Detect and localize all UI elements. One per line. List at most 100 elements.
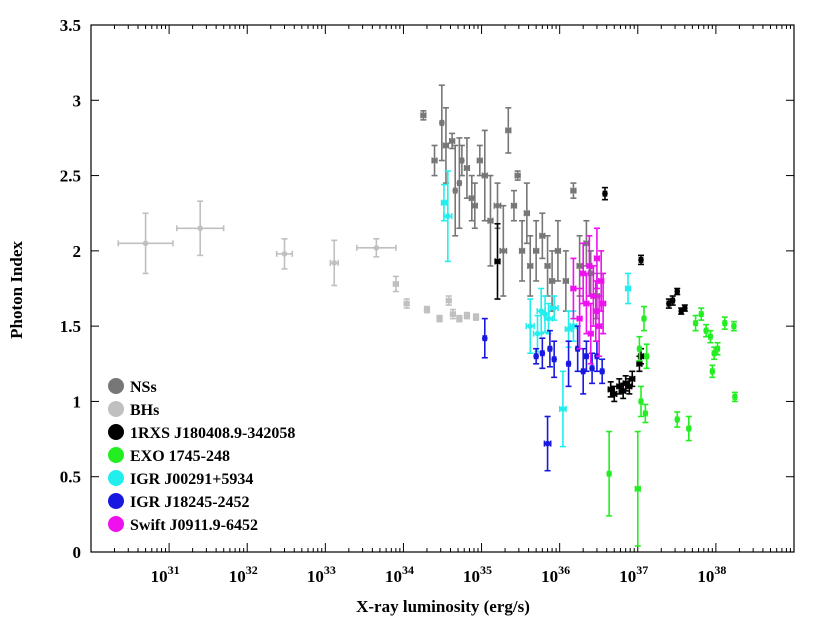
point-marker — [445, 213, 451, 220]
data-point — [681, 304, 688, 312]
data-point — [543, 415, 552, 472]
point-marker — [544, 263, 551, 269]
point-marker — [331, 260, 338, 266]
y-tick-label: 0 — [73, 543, 82, 562]
data-point — [448, 132, 456, 150]
data-point — [356, 238, 397, 258]
data-point — [438, 84, 445, 162]
point-marker — [539, 233, 546, 239]
point-marker — [592, 308, 599, 314]
point-marker — [538, 308, 544, 314]
point-marker — [487, 217, 494, 224]
point-marker — [514, 172, 521, 179]
point-marker — [373, 245, 380, 251]
data-point — [487, 174, 494, 267]
point-marker — [481, 335, 488, 341]
data-point — [570, 182, 577, 199]
point-marker — [527, 263, 534, 269]
legend-marker — [108, 424, 124, 440]
data-point — [580, 242, 587, 305]
point-marker — [580, 270, 586, 277]
data-point — [523, 182, 530, 245]
data-point — [514, 170, 521, 181]
point-marker — [714, 345, 721, 352]
point-marker — [547, 345, 553, 352]
data-point — [452, 144, 459, 237]
data-point — [481, 317, 488, 359]
point-marker — [576, 263, 583, 269]
point-marker — [731, 323, 737, 329]
point-marker — [692, 320, 699, 326]
data-point — [494, 222, 501, 300]
point-marker — [477, 157, 483, 164]
point-marker — [197, 225, 203, 232]
data-point — [714, 341, 721, 356]
point-marker — [420, 112, 427, 119]
data-point — [599, 272, 607, 335]
point-marker — [439, 120, 445, 126]
x-tick-label: 1035 — [463, 563, 492, 586]
data-point — [533, 219, 540, 282]
point-marker — [707, 333, 714, 340]
point-marker — [524, 210, 530, 217]
data-point — [616, 378, 623, 395]
y-tick-label: 3.5 — [60, 16, 81, 35]
point-marker — [590, 293, 597, 299]
y-tick-label: 1 — [73, 392, 82, 411]
data-point — [445, 295, 452, 306]
data-point — [629, 370, 636, 388]
legend-marker — [108, 378, 124, 394]
legend-label: BHs — [130, 402, 159, 419]
data-point — [436, 314, 443, 323]
point-marker — [638, 257, 644, 263]
point-marker — [674, 416, 681, 423]
series-exo-1745-248 — [606, 305, 738, 547]
legend-label: EXO 1745-248 — [130, 448, 230, 465]
y-tick-label: 0.5 — [60, 468, 81, 487]
point-marker — [580, 368, 586, 375]
point-marker — [481, 172, 488, 179]
data-point — [423, 305, 431, 314]
data-point — [583, 272, 590, 335]
point-marker — [565, 360, 572, 367]
point-marker — [456, 315, 463, 322]
point-marker — [698, 311, 705, 317]
series-1rxs-j180408-9-342058 — [494, 186, 688, 403]
point-marker — [570, 187, 577, 194]
data-point — [638, 385, 645, 418]
point-marker — [452, 187, 459, 194]
legend-label: NSs — [130, 379, 157, 396]
data-point — [420, 110, 427, 121]
legend-marker — [108, 470, 124, 486]
data-point — [698, 307, 705, 321]
legend-item: BHs — [108, 401, 159, 419]
data-point — [674, 287, 681, 296]
legend-label: 1RXS J180408.9-342058 — [130, 425, 295, 442]
data-point — [707, 329, 714, 344]
data-point — [403, 298, 410, 309]
data-point — [518, 219, 526, 282]
point-marker — [443, 142, 449, 149]
series-swift-j0911-9-6452 — [570, 227, 607, 365]
point-marker — [641, 315, 647, 322]
data-point — [685, 415, 692, 442]
point-marker — [533, 248, 539, 254]
data-point — [570, 257, 577, 320]
point-marker — [534, 330, 541, 337]
point-marker — [505, 127, 512, 134]
data-point — [576, 287, 583, 350]
y-tick-label: 3 — [73, 91, 82, 110]
point-marker — [625, 285, 631, 292]
series-bhs — [117, 200, 480, 323]
point-marker — [563, 278, 569, 284]
point-marker — [431, 157, 438, 164]
legend-marker — [108, 516, 124, 532]
x-tick-label: 1033 — [307, 563, 336, 586]
data-point — [329, 239, 339, 287]
data-point — [606, 430, 613, 517]
point-marker — [600, 300, 606, 307]
point-marker — [611, 391, 618, 397]
point-marker — [629, 376, 636, 382]
data-series — [117, 84, 738, 547]
